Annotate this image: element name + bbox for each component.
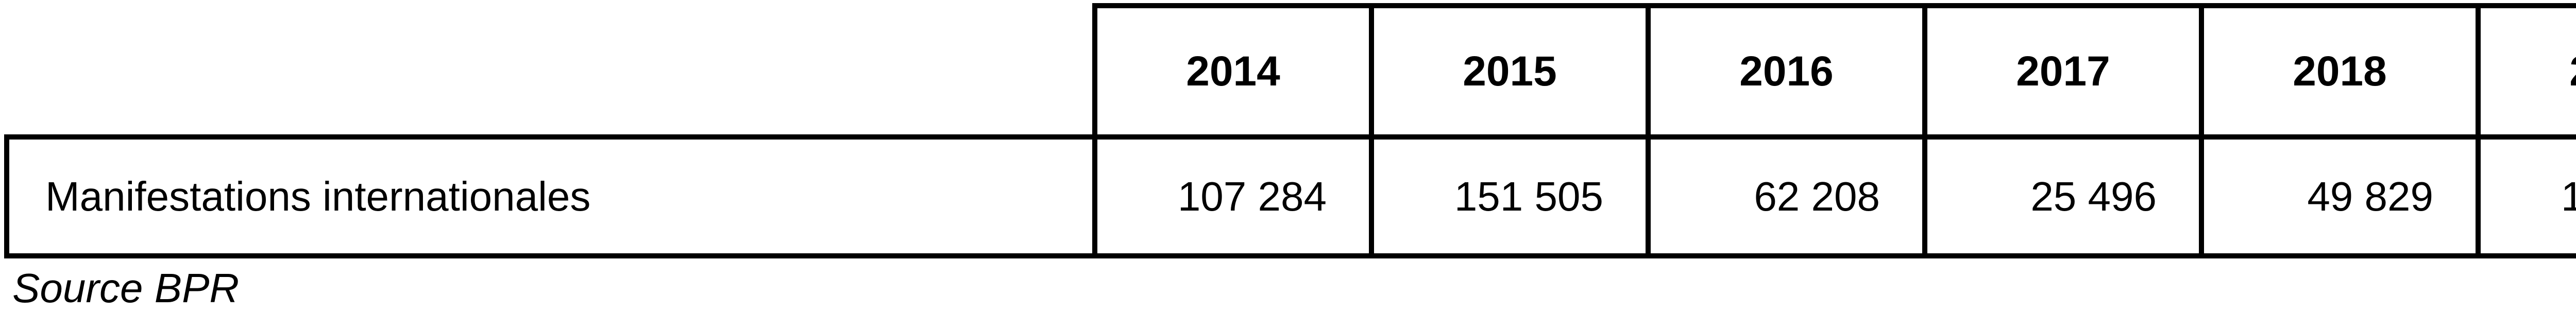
value-2016: 62 208	[1646, 134, 1927, 258]
value-2015: 151 505	[1369, 134, 1651, 258]
value-2019: 104 401	[2476, 134, 2576, 258]
header-cell-2015: 2015	[1369, 3, 1651, 140]
empty-corner-cell	[7, 6, 1095, 137]
value-2017: 25 496	[1922, 134, 2204, 258]
value-2014: 107 284	[1092, 134, 1374, 258]
header-cell-2018: 2018	[2199, 3, 2481, 140]
table-row: Manifestations internationales 107 284 1…	[4, 134, 2576, 258]
header-cell-2019: 2019	[2476, 3, 2576, 140]
table-header-row: 2014 2015 2016 2017 2018 2019 Variation …	[7, 3, 2576, 140]
header-cell-2014: 2014	[1092, 3, 1374, 140]
source-note: Source BPR	[12, 265, 240, 311]
header-cell-2016: 2016	[1646, 3, 1927, 140]
manifestations-table: 2014 2015 2016 2017 2018 2019 Variation …	[4, 3, 2576, 258]
header-cell-2017: 2017	[1922, 3, 2204, 140]
value-2018: 49 829	[2199, 134, 2481, 258]
row-label: Manifestations internationales	[4, 134, 1097, 258]
